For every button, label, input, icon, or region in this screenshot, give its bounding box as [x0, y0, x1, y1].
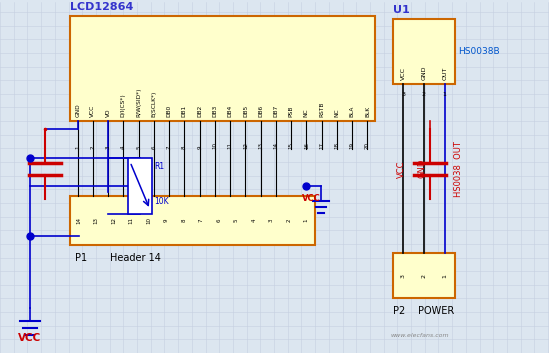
- Text: R1: R1: [154, 162, 164, 171]
- Text: DB6: DB6: [258, 105, 263, 117]
- Text: VCC: VCC: [397, 160, 406, 178]
- Text: 4: 4: [251, 219, 256, 222]
- Text: 2: 2: [422, 92, 426, 97]
- Text: P1: P1: [75, 253, 87, 263]
- Text: www.elecfans.com: www.elecfans.com: [390, 333, 449, 338]
- Text: GND: GND: [75, 103, 80, 117]
- Text: BLK: BLK: [365, 106, 370, 117]
- Text: DB2: DB2: [197, 105, 202, 117]
- Text: E(SCLK*): E(SCLK*): [152, 91, 156, 117]
- Text: 10: 10: [146, 217, 152, 224]
- Text: 15: 15: [289, 142, 294, 149]
- Text: 12: 12: [111, 217, 116, 224]
- Text: P2: P2: [393, 306, 405, 316]
- Text: PSB: PSB: [289, 106, 294, 117]
- Bar: [70, 196, 315, 245]
- Text: 1: 1: [442, 274, 447, 278]
- Text: LCD12864: LCD12864: [70, 2, 133, 12]
- Text: VCC: VCC: [302, 194, 321, 203]
- Bar: [393, 19, 455, 84]
- Text: HS0038B: HS0038B: [458, 47, 500, 56]
- Text: Header 14: Header 14: [110, 253, 161, 263]
- Text: 3: 3: [401, 274, 406, 278]
- Text: 13: 13: [258, 142, 263, 149]
- Text: 6: 6: [152, 145, 156, 149]
- Text: 10K: 10K: [154, 197, 169, 206]
- Text: DB3: DB3: [212, 105, 217, 117]
- Text: U1: U1: [393, 5, 410, 16]
- Text: 11: 11: [129, 217, 134, 224]
- Text: BLA: BLA: [350, 106, 355, 117]
- Text: VO: VO: [105, 108, 111, 117]
- Text: 11: 11: [228, 142, 233, 149]
- Text: 7: 7: [199, 219, 204, 222]
- Text: 6: 6: [216, 219, 221, 222]
- Text: POWER: POWER: [418, 306, 454, 316]
- Text: HS0038  OUT: HS0038 OUT: [454, 141, 463, 197]
- Text: 20: 20: [365, 142, 370, 149]
- Text: NC: NC: [304, 108, 309, 117]
- Text: D/I(CS*): D/I(CS*): [121, 93, 126, 117]
- Text: 3: 3: [269, 219, 274, 222]
- Text: 8: 8: [182, 145, 187, 149]
- Text: DB0: DB0: [167, 105, 172, 117]
- Text: RSTB: RSTB: [319, 102, 324, 117]
- Text: 13: 13: [94, 217, 99, 224]
- Text: 5: 5: [136, 145, 141, 149]
- Text: 1: 1: [75, 145, 80, 149]
- Text: 10: 10: [212, 142, 217, 149]
- Text: 9: 9: [164, 219, 169, 222]
- Text: 12: 12: [243, 142, 248, 149]
- Text: 17: 17: [319, 142, 324, 149]
- Text: GND: GND: [417, 159, 427, 179]
- Text: VCC: VCC: [401, 67, 406, 80]
- Text: OUT: OUT: [442, 67, 447, 80]
- Text: NC: NC: [334, 108, 339, 117]
- Text: 3: 3: [401, 92, 405, 97]
- Bar: [393, 253, 455, 298]
- Text: DB1: DB1: [182, 105, 187, 117]
- Text: VCC: VCC: [18, 333, 42, 343]
- Text: DB4: DB4: [228, 105, 233, 117]
- Text: R/W(SID*): R/W(SID*): [136, 88, 141, 117]
- Text: 1: 1: [304, 219, 309, 222]
- Text: 14: 14: [76, 217, 81, 224]
- Text: GND: GND: [422, 66, 427, 80]
- Text: 4: 4: [121, 145, 126, 149]
- Text: 9: 9: [197, 145, 202, 149]
- Text: 1: 1: [442, 92, 446, 97]
- Text: 2: 2: [422, 274, 427, 278]
- Text: 5: 5: [234, 219, 239, 222]
- Text: 18: 18: [334, 142, 339, 149]
- Bar: [128, 158, 152, 214]
- Text: 19: 19: [350, 142, 355, 149]
- Text: 8: 8: [181, 219, 186, 222]
- Text: VCC: VCC: [91, 105, 96, 117]
- Text: 14: 14: [273, 142, 278, 149]
- Text: DB5: DB5: [243, 105, 248, 117]
- Text: 3: 3: [105, 145, 111, 149]
- Text: 16: 16: [304, 142, 309, 149]
- Text: 7: 7: [167, 145, 172, 149]
- Bar: [70, 17, 375, 121]
- Text: 2: 2: [91, 145, 96, 149]
- Text: DB7: DB7: [273, 105, 278, 117]
- Text: 2: 2: [286, 219, 292, 222]
